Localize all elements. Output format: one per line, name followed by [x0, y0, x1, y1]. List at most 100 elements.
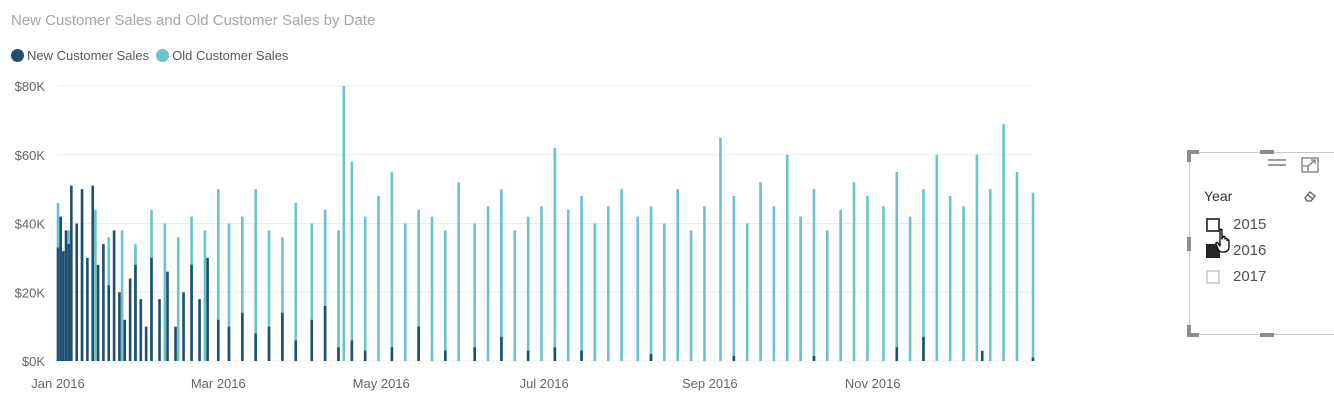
bar[interactable] [59, 216, 62, 361]
slicer-item-2017[interactable]: 2017 [1206, 268, 1266, 285]
bar[interactable] [267, 326, 271, 361]
bar[interactable] [310, 319, 314, 361]
bar[interactable] [123, 319, 127, 361]
bar[interactable] [839, 209, 842, 361]
bar[interactable] [203, 230, 207, 361]
bar[interactable] [227, 326, 231, 361]
bar[interactable] [689, 230, 693, 361]
bar[interactable] [310, 223, 314, 362]
bar[interactable] [227, 223, 231, 362]
resize-handle[interactable] [1187, 150, 1199, 154]
bar[interactable] [430, 216, 434, 361]
bar[interactable] [254, 333, 257, 362]
bar[interactable] [975, 154, 979, 361]
bar[interactable] [158, 299, 161, 361]
bar[interactable] [62, 251, 65, 361]
bar[interactable] [390, 171, 394, 361]
bar[interactable] [745, 223, 749, 362]
bar[interactable] [294, 340, 298, 361]
bar[interactable] [342, 86, 346, 361]
legend-item-old[interactable]: Old Customer Sales [156, 48, 288, 63]
bar[interactable] [732, 355, 736, 361]
year-slicer[interactable]: Year 2015 2016 2017 [1187, 150, 1334, 337]
bar[interactable] [363, 216, 367, 361]
bar[interactable] [526, 350, 530, 361]
bar[interactable] [163, 223, 167, 362]
bar[interactable] [962, 206, 965, 361]
bar[interactable] [676, 189, 680, 361]
bar[interactable] [566, 209, 570, 361]
bar[interactable] [444, 350, 447, 361]
drag-handle-icon[interactable] [1266, 156, 1288, 170]
bar[interactable] [254, 189, 257, 361]
bar[interactable] [350, 161, 354, 361]
bar[interactable] [553, 347, 557, 361]
bar[interactable] [882, 206, 885, 361]
bar[interactable] [526, 216, 530, 361]
bar[interactable] [363, 350, 367, 361]
bar[interactable] [390, 347, 394, 361]
bar[interactable] [241, 312, 244, 361]
bar[interactable] [241, 216, 244, 361]
checkbox[interactable] [1206, 269, 1220, 284]
bar[interactable] [473, 223, 477, 362]
bar[interactable] [785, 154, 789, 361]
bar[interactable] [895, 171, 899, 361]
bar[interactable] [457, 182, 460, 361]
bar[interactable] [80, 189, 84, 361]
bar[interactable] [176, 237, 180, 361]
bar[interactable] [118, 292, 121, 361]
bar[interactable] [144, 326, 148, 361]
bar[interactable] [719, 137, 722, 361]
bar[interactable] [513, 230, 517, 361]
bar[interactable] [1031, 357, 1035, 361]
bar[interactable] [852, 182, 856, 361]
resize-handle[interactable] [1187, 150, 1191, 162]
bar[interactable] [206, 257, 209, 361]
bar[interactable] [553, 147, 557, 361]
bar[interactable] [935, 154, 939, 361]
bar[interactable] [636, 216, 639, 361]
bar[interactable] [377, 196, 380, 361]
resize-handle[interactable] [1187, 237, 1191, 251]
bar[interactable] [812, 189, 816, 361]
bar[interactable] [294, 202, 298, 361]
bar[interactable] [75, 223, 78, 362]
bar[interactable] [826, 230, 829, 361]
bar[interactable] [580, 350, 583, 361]
bar[interactable] [102, 244, 105, 361]
bar[interactable] [134, 264, 137, 361]
bar[interactable] [216, 319, 220, 361]
bar[interactable] [112, 230, 116, 361]
bar[interactable] [500, 189, 503, 361]
bar[interactable] [922, 189, 925, 361]
bar[interactable] [94, 209, 97, 361]
bar[interactable] [107, 285, 111, 361]
bar[interactable] [417, 209, 420, 361]
bar[interactable] [56, 247, 60, 361]
resize-handle[interactable] [1187, 325, 1191, 337]
legend-item-new[interactable]: New Customer Sales [11, 48, 149, 63]
bar[interactable] [649, 354, 653, 361]
bar[interactable] [500, 336, 503, 361]
bar[interactable] [417, 326, 420, 361]
bar[interactable] [540, 206, 543, 361]
bar[interactable] [732, 196, 736, 361]
checkbox[interactable] [1206, 217, 1220, 232]
bar[interactable] [895, 347, 899, 361]
bar[interactable] [922, 336, 925, 361]
bar[interactable] [649, 206, 653, 361]
bar[interactable] [703, 206, 706, 361]
bar[interactable] [948, 196, 952, 361]
bar[interactable] [1015, 171, 1019, 361]
bar[interactable] [267, 230, 271, 361]
resize-handle[interactable] [1187, 333, 1199, 337]
bar[interactable] [988, 189, 992, 361]
bar[interactable] [198, 299, 201, 361]
bar[interactable] [91, 185, 95, 361]
bar[interactable] [593, 223, 597, 362]
bar[interactable] [606, 206, 610, 361]
bar[interactable] [337, 230, 340, 361]
bar[interactable] [620, 189, 623, 361]
bar[interactable] [799, 216, 802, 361]
